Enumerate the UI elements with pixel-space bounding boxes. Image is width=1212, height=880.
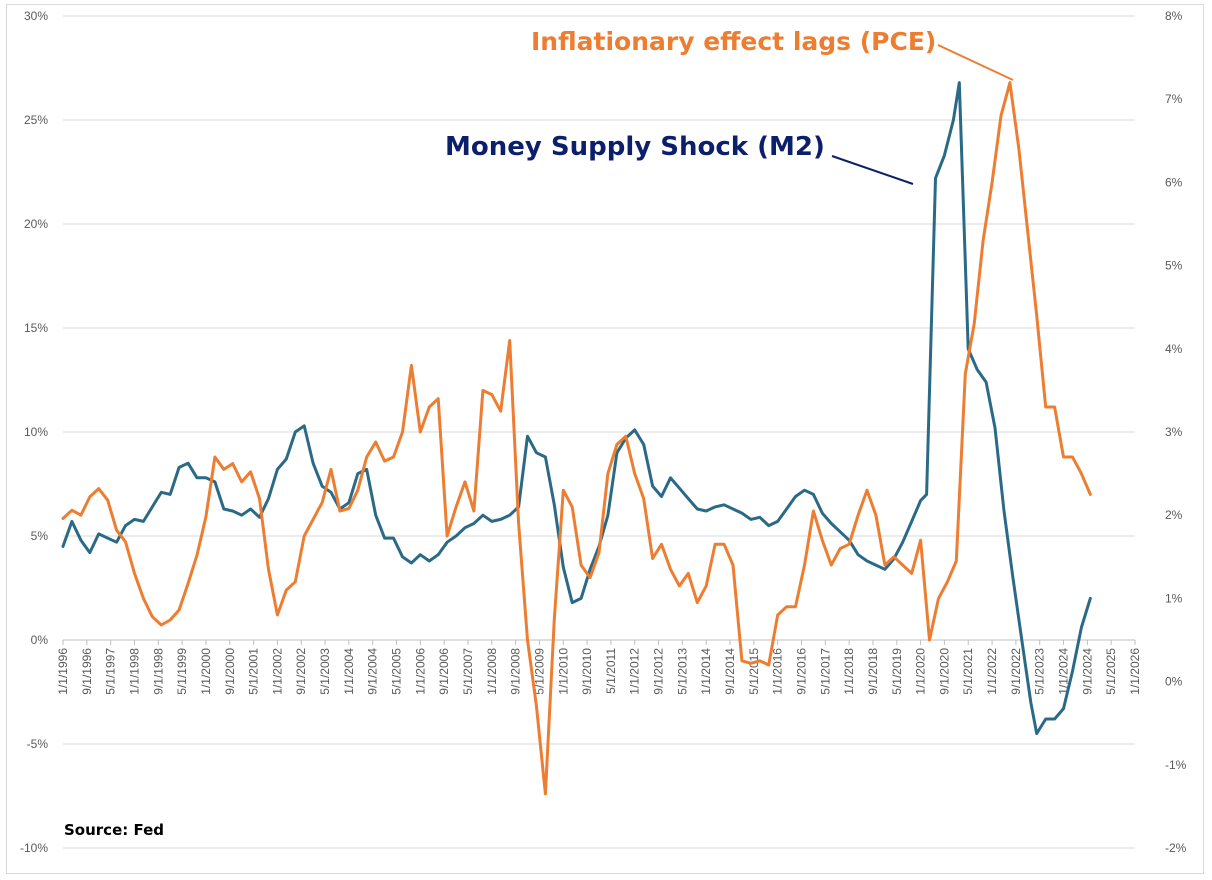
y-right-tick-label: 7% [1165, 92, 1183, 106]
x-tick-label: 1/1/2020 [914, 648, 928, 695]
chart-frame [6, 4, 1204, 874]
x-tick-label: 1/1/1998 [127, 648, 141, 695]
x-tick-label: 1/1/2008 [485, 648, 499, 695]
x-tick-label: 5/1/2023 [1033, 648, 1047, 695]
x-tick-label: 9/1/1996 [80, 648, 94, 695]
x-tick-label: 1/1/2022 [985, 648, 999, 695]
x-tick-label: 9/1/2002 [294, 648, 308, 695]
m2-annotation-leader [831, 155, 914, 185]
x-tick-label: 9/1/2018 [866, 648, 880, 695]
y-right-tick-label: 5% [1165, 259, 1183, 273]
x-tick-label: 1/1/2026 [1128, 648, 1142, 695]
x-tick-label: 5/1/2017 [818, 648, 832, 695]
x-tick-label: 1/1/2002 [270, 648, 284, 695]
x-tick-label: 9/1/2014 [723, 648, 737, 695]
source-note: Source: Fed [64, 821, 164, 839]
x-tick-label: 1/1/2000 [199, 648, 213, 695]
x-tick-label: 1/1/2018 [842, 648, 856, 695]
x-tick-label: 9/1/2016 [794, 648, 808, 695]
y-left-tick-label: 25% [24, 113, 48, 127]
gridlines [63, 15, 1135, 849]
x-tick-label: 9/1/2020 [937, 648, 951, 695]
pce-annotation: Inflationary effect lags (PCE) [531, 27, 936, 56]
x-axis-ticks: 1/1/1996 9/1/1996 5/1/1997 1/1/1998 9/1/1998… [56, 640, 1142, 695]
x-tick-label: 9/1/2010 [580, 648, 594, 695]
x-tick-label: 5/1/2003 [318, 648, 332, 695]
x-tick-label: 5/1/2015 [747, 648, 761, 695]
x-tick-label: 9/1/2024 [1080, 648, 1094, 695]
y-right-tick-label: 4% [1165, 342, 1183, 356]
y-right-tick-label: -1% [1165, 758, 1187, 772]
x-tick-label: 1/1/2024 [1057, 648, 1071, 695]
x-tick-label: 5/1/2005 [390, 648, 404, 695]
y-left-tick-label: -5% [27, 737, 49, 751]
x-tick-label: 1/1/2014 [699, 648, 713, 695]
x-tick-label: 1/1/2010 [556, 648, 570, 695]
y-left-tick-label: 5% [31, 529, 49, 543]
x-tick-label: 1/1/2006 [413, 648, 427, 695]
y-right-tick-label: -2% [1165, 841, 1187, 855]
x-tick-label: 5/1/2013 [675, 648, 689, 695]
x-tick-label: 1/1/2004 [342, 648, 356, 695]
y-left-tick-label: -10% [20, 841, 48, 855]
y-left-tick-label: 20% [24, 217, 48, 231]
m2-series-line [61, 81, 1092, 736]
y-left-tick-label: 15% [24, 321, 48, 335]
x-tick-label: 5/1/2007 [461, 648, 475, 695]
x-tick-label: 9/1/1998 [151, 648, 165, 695]
x-tick-label: 5/1/2009 [532, 648, 546, 695]
right-axis-ticks: -2% -1% 0% 1% 2% 3% 4% 5% 6% 7% 8% [1165, 9, 1187, 855]
y-left-tick-label: 30% [24, 9, 48, 23]
x-tick-label: 5/1/2019 [890, 648, 904, 695]
x-tick-label: 9/1/2008 [509, 648, 523, 695]
x-tick-label: 1/1/2012 [628, 648, 642, 695]
x-tick-label: 5/1/2025 [1104, 648, 1118, 695]
pce-annotation-leader [937, 44, 1014, 81]
x-tick-label: 9/1/2004 [366, 648, 380, 695]
x-tick-label: 5/1/1997 [104, 648, 118, 695]
pce-series-line [61, 81, 1092, 796]
x-tick-label: 9/1/2000 [223, 648, 237, 695]
x-tick-label: 9/1/2022 [1009, 648, 1023, 695]
y-right-tick-label: 1% [1165, 591, 1183, 605]
y-left-tick-label: 0% [31, 633, 49, 647]
x-tick-label: 5/1/2011 [604, 648, 618, 694]
series-layer [61, 81, 1092, 796]
x-tick-label: 1/1/1996 [56, 648, 70, 695]
x-tick-label: 1/1/2016 [771, 648, 785, 695]
y-right-tick-label: 6% [1165, 175, 1183, 189]
y-right-tick-label: 8% [1165, 9, 1183, 23]
m2-annotation: Money Supply Shock (M2) [445, 132, 825, 162]
y-right-tick-label: 0% [1165, 675, 1183, 689]
left-axis-ticks: -10% -5% 0% 5% 10% 15% 20% 25% 30% [20, 9, 48, 855]
y-right-tick-label: 2% [1165, 508, 1183, 522]
x-tick-label: 5/1/2021 [961, 648, 975, 695]
x-tick-label: 9/1/2006 [437, 648, 451, 695]
x-tick-label: 5/1/2001 [247, 648, 261, 695]
x-tick-label: 9/1/2012 [652, 648, 666, 695]
y-right-tick-label: 3% [1165, 425, 1183, 439]
x-tick-label: 5/1/1999 [175, 648, 189, 695]
y-left-tick-label: 10% [24, 425, 48, 439]
